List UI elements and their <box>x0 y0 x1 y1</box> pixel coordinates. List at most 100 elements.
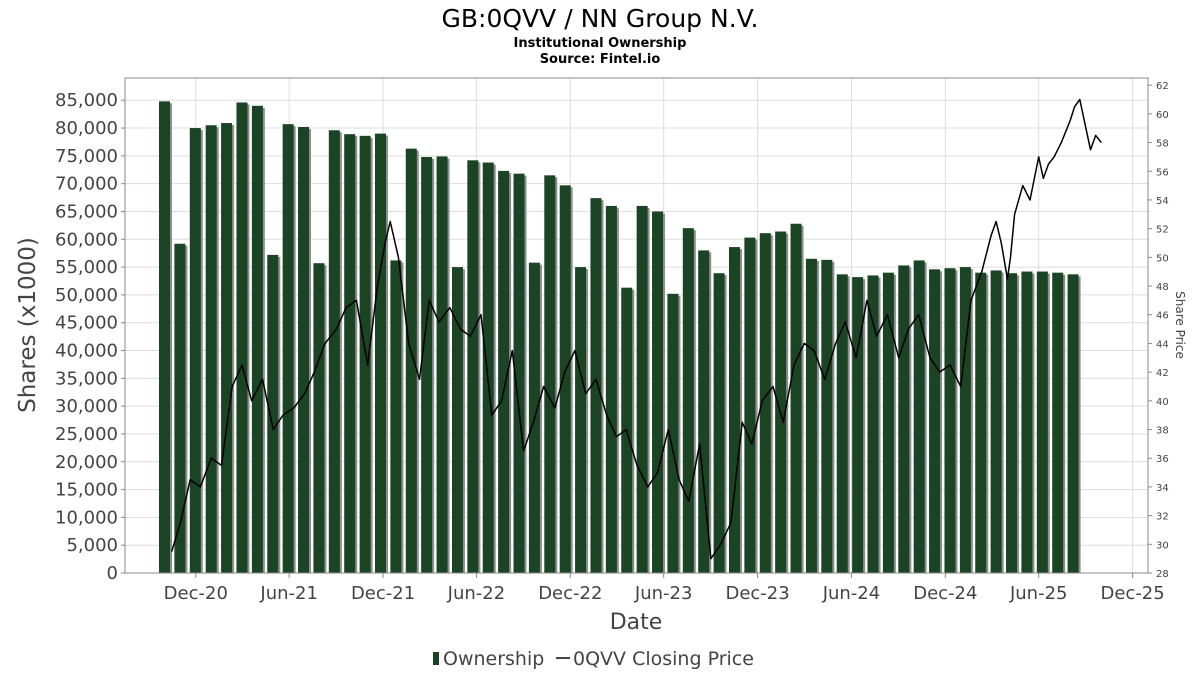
y2-tick-label: 30 <box>1156 540 1169 551</box>
y2-tick-label: 44 <box>1156 339 1169 350</box>
ownership-bar <box>652 211 664 573</box>
price-line-group <box>170 98 1102 560</box>
legend-ownership-swatch <box>433 652 439 665</box>
y2-tick-label: 46 <box>1156 311 1169 322</box>
legend: Ownership 0QVV Closing Price <box>433 648 754 670</box>
ownership-bar <box>328 130 340 574</box>
y-tick-label: 20,000 <box>55 452 118 473</box>
ownership-bar <box>344 134 356 573</box>
ownership-bar <box>759 233 771 573</box>
y-tick-label: 55,000 <box>55 257 118 278</box>
ownership-bar <box>559 185 571 573</box>
ownership-bar <box>852 277 864 573</box>
x-tick-label: Dec-21 <box>351 583 415 604</box>
ownership-bar <box>867 275 879 573</box>
y-tick-label: 60,000 <box>55 229 118 250</box>
x-axis-ticks: Dec-20 Jun-21 Dec-21 Jun-22 Dec-22 Jun-23 Dec-… <box>164 573 1165 604</box>
ownership-bar <box>990 270 1002 573</box>
ownership-bar <box>1021 271 1033 573</box>
price-line <box>170 98 1102 560</box>
y-tick-label: 30,000 <box>55 396 118 417</box>
x-tick-label: Dec-23 <box>725 583 789 604</box>
ownership-bar <box>975 272 987 573</box>
chart-title: GB:0QVV / NN Group N.V. <box>442 4 759 33</box>
y-tick-label: 70,000 <box>55 174 118 195</box>
x-tick-label: Dec-20 <box>164 583 228 604</box>
ownership-bar <box>929 269 941 573</box>
y2-tick-label: 28 <box>1156 569 1169 580</box>
y2-tick-label: 60 <box>1156 110 1169 121</box>
ownership-bar <box>267 254 279 573</box>
y2-axis-label: Share Price <box>1173 291 1187 359</box>
x-tick-label: Jun-21 <box>259 583 318 604</box>
ownership-bar <box>1006 273 1018 573</box>
ownership-bar <box>744 237 756 573</box>
ownership-bar <box>959 267 971 573</box>
y2-tick-label: 54 <box>1156 196 1169 207</box>
y2-tick-label: 42 <box>1156 368 1169 379</box>
y2-tick-label: 56 <box>1156 167 1169 178</box>
y-tick-label: 80,000 <box>55 118 118 139</box>
ownership-bar <box>374 133 386 573</box>
y2-tick-label: 40 <box>1156 397 1169 408</box>
ownership-bar <box>236 102 248 573</box>
y-tick-label: 0 <box>107 563 118 584</box>
chart-subtitle: Institutional Ownership <box>514 36 687 51</box>
ownership-bar <box>313 263 325 573</box>
ownership-bar <box>189 128 201 573</box>
ownership-bar <box>636 205 648 574</box>
ownership-bar <box>498 170 510 573</box>
plot-border <box>124 77 1149 574</box>
ownership-bar <box>575 267 587 573</box>
ownership-bar <box>667 293 679 573</box>
ownership-bar <box>605 205 617 574</box>
y-tick-label: 85,000 <box>55 90 118 111</box>
y-tick-label: 40,000 <box>55 341 118 362</box>
ownership-bar <box>467 160 479 573</box>
y2-axis-ticks: 28 30 32 34 36 38 40 42 44 46 48 50 52 54 56 58 60 62 <box>1148 81 1169 580</box>
legend-ownership-label: Ownership <box>443 648 544 670</box>
ownership-bar <box>544 175 556 573</box>
ownership-bar <box>513 173 525 574</box>
ownership-bar <box>821 259 833 573</box>
ownership-bar <box>221 123 233 573</box>
y-tick-label: 45,000 <box>55 313 118 334</box>
ownership-bar <box>390 260 402 573</box>
ownership-bar <box>1036 271 1048 573</box>
ownership-bar <box>421 156 433 573</box>
y2-tick-label: 48 <box>1156 282 1169 293</box>
y2-tick-label: 58 <box>1156 139 1169 150</box>
x-tick-label: Jun-24 <box>822 583 881 604</box>
y2-tick-label: 62 <box>1156 81 1169 92</box>
ownership-bar <box>174 243 186 573</box>
plot-frame <box>124 77 1149 574</box>
y2-tick-label: 32 <box>1156 512 1169 523</box>
ownership-bar <box>436 156 448 574</box>
x-tick-label: Jun-25 <box>1009 583 1068 604</box>
y-tick-label: 50,000 <box>55 285 118 306</box>
ownership-bar <box>282 124 294 574</box>
x-tick-label: Dec-25 <box>1100 583 1164 604</box>
y-axis-ticks: 0 5,000 10,000 15,000 20,000 25,000 30,000 35,0… <box>55 90 125 584</box>
ownership-bar <box>898 265 910 573</box>
chart-source: Source: Fintel.io <box>540 52 661 67</box>
ownership-bar <box>1067 274 1079 573</box>
y-tick-label: 25,000 <box>55 424 118 445</box>
legend-price-label: 0QVV Closing Price <box>573 648 754 670</box>
ownership-bar <box>836 274 848 573</box>
y2-tick-label: 34 <box>1156 483 1169 494</box>
ownership-bar <box>805 258 817 573</box>
ownership-bar <box>451 267 463 573</box>
ownership-bar <box>251 105 263 573</box>
x-tick-label: Jun-22 <box>447 583 506 604</box>
ownership-bar <box>790 223 802 573</box>
ownership-bar <box>728 247 740 573</box>
y-tick-label: 75,000 <box>55 146 118 167</box>
ownership-bars <box>159 101 1081 574</box>
ownership-bar <box>1052 272 1064 573</box>
x-tick-label: Jun-23 <box>634 583 693 604</box>
x-axis-label: Date <box>610 610 663 635</box>
ownership-bar <box>713 273 725 573</box>
ownership-bar <box>682 228 694 574</box>
